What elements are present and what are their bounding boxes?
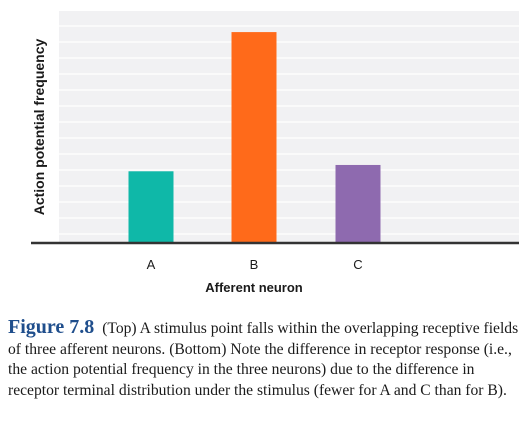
- bar-b: [231, 32, 277, 243]
- x-tick-label-a: A: [147, 257, 156, 272]
- x-tick-labels: A B C: [147, 257, 363, 272]
- x-tick-label-b: B: [250, 257, 259, 272]
- bars: [128, 32, 381, 243]
- plot-background: [59, 11, 519, 243]
- caption-text: (Top) A stimulus point falls within the …: [8, 320, 519, 399]
- figure-caption: Figure 7.8 (Top) A stimulus point falls …: [8, 317, 520, 401]
- y-axis-label: Action potential frequency: [31, 39, 47, 216]
- bar-c: [335, 164, 381, 243]
- x-tick-label-c: C: [353, 257, 362, 272]
- x-axis-label: Afferent neuron: [205, 280, 303, 295]
- figure-label: Figure 7.8: [8, 316, 95, 338]
- bar-chart: A B C Afferent neuron Action potential fre…: [31, 11, 519, 295]
- bar-a: [128, 171, 174, 243]
